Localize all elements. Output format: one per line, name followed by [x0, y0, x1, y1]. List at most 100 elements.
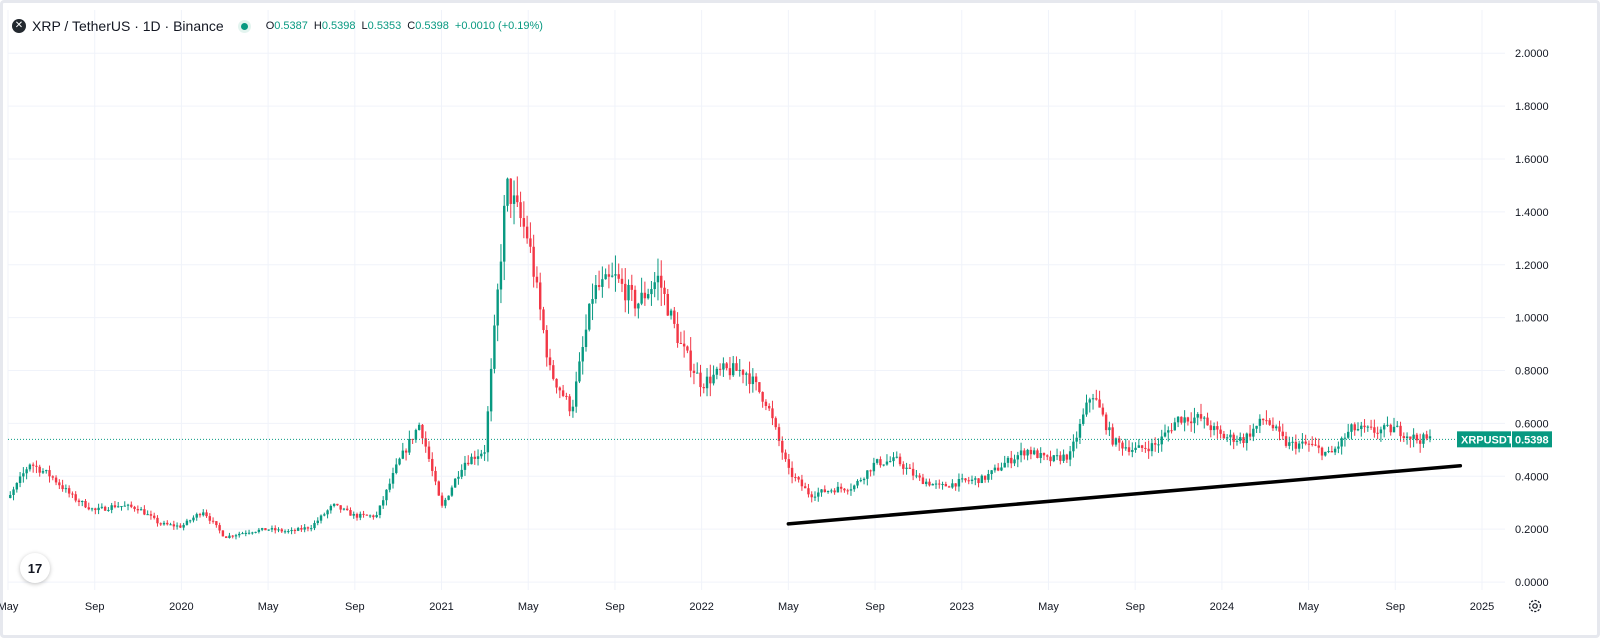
candle-up	[101, 503, 103, 509]
candle-up	[1383, 423, 1385, 437]
candle-down	[48, 466, 50, 483]
candle-body	[447, 496, 449, 500]
candle-up	[1007, 456, 1009, 467]
y-tick-label: 0.8000	[1515, 366, 1549, 378]
candle-up	[503, 195, 505, 280]
candle-body	[1082, 415, 1084, 424]
candle-down	[644, 282, 646, 306]
candle-body	[1036, 450, 1038, 458]
candle-body	[1347, 432, 1349, 438]
candle-body	[1406, 436, 1408, 438]
candle-body	[1151, 443, 1153, 451]
candle-body	[261, 528, 263, 530]
candle-body	[330, 506, 332, 510]
candle-up	[752, 368, 754, 393]
candle-up	[261, 528, 263, 531]
candle-down	[954, 483, 956, 491]
x-tick-label: Sep	[85, 601, 105, 613]
candle-up	[1337, 442, 1339, 454]
xrp-logo-icon[interactable]: ✕	[12, 19, 26, 33]
candle-up	[1004, 456, 1006, 468]
candle-up	[1164, 425, 1166, 438]
candle-down	[529, 222, 531, 253]
candle-down	[532, 235, 534, 288]
candle-body	[1026, 450, 1028, 456]
candle-body	[434, 471, 436, 481]
candle-down	[771, 401, 773, 425]
candle-down	[778, 424, 780, 447]
candle-body	[313, 523, 315, 528]
candle-body	[212, 521, 214, 522]
candle-down	[797, 476, 799, 483]
candle-body	[1020, 450, 1022, 455]
candle-down	[78, 499, 80, 507]
candle-body	[61, 485, 63, 489]
candle-up	[1020, 443, 1022, 463]
open-label: O	[266, 20, 275, 32]
candle-down	[552, 360, 554, 380]
candle-up	[1350, 423, 1352, 439]
candle-up	[886, 454, 888, 466]
candle-body	[817, 493, 819, 497]
candle-up	[369, 515, 371, 518]
candle-body	[850, 489, 852, 490]
market-status-icon[interactable]	[238, 20, 251, 33]
candle-body	[614, 274, 616, 275]
candle-body	[1268, 420, 1270, 425]
symbol-title[interactable]: XRP / TetherUS · 1D · Binance	[32, 18, 224, 34]
candle-down	[748, 362, 750, 394]
candle-body	[647, 294, 649, 298]
candle-body	[137, 509, 139, 510]
candle-up	[1138, 439, 1140, 448]
candle-down	[1282, 424, 1284, 440]
candle-body	[333, 504, 335, 506]
candle-down	[71, 491, 73, 498]
candle-down	[104, 506, 106, 511]
y-tick-label: 1.2000	[1515, 260, 1549, 272]
candle-up	[1079, 419, 1081, 444]
candle-body	[1426, 434, 1428, 438]
candle-body	[863, 479, 865, 480]
tradingview-logo-icon[interactable]: 17	[20, 553, 50, 583]
candle-up	[712, 365, 714, 385]
candle-down	[58, 479, 60, 489]
candle-down	[984, 475, 986, 482]
candle-body	[444, 500, 446, 506]
candle-up	[451, 485, 453, 496]
candle-up	[1239, 433, 1241, 444]
candle-up	[932, 483, 934, 485]
candle-down	[1304, 435, 1306, 446]
candle-up	[238, 532, 240, 538]
candle-body	[657, 276, 659, 283]
y-tick-label: 2.0000	[1515, 48, 1549, 60]
candle-body	[277, 529, 279, 530]
candle-down	[938, 480, 940, 489]
gear-icon[interactable]	[1527, 598, 1543, 614]
x-tick-label: 2022	[689, 601, 713, 613]
candle-body	[1229, 435, 1231, 438]
candle-down	[35, 461, 37, 474]
candle-down	[1268, 418, 1270, 426]
candle-body	[398, 459, 400, 465]
candle-body	[1040, 453, 1042, 458]
candle-down	[1318, 439, 1320, 454]
candle-body	[981, 476, 983, 483]
high-readout: H0.5398	[314, 20, 356, 32]
candle-down	[1102, 403, 1104, 416]
candle-down	[775, 416, 777, 429]
candle-up	[313, 520, 315, 530]
candle-body	[225, 536, 227, 538]
candle-down	[336, 504, 338, 506]
candle-up	[1075, 431, 1077, 448]
candle-body	[1409, 436, 1411, 438]
candle-body	[39, 467, 41, 473]
candle-down	[735, 356, 737, 371]
candle-body	[209, 516, 211, 521]
candle-body	[1219, 430, 1221, 434]
candle-body	[52, 476, 54, 477]
candle-down	[61, 480, 63, 492]
low-value: 0.5353	[368, 20, 402, 32]
candle-up	[935, 480, 937, 489]
candle-body	[725, 363, 727, 368]
